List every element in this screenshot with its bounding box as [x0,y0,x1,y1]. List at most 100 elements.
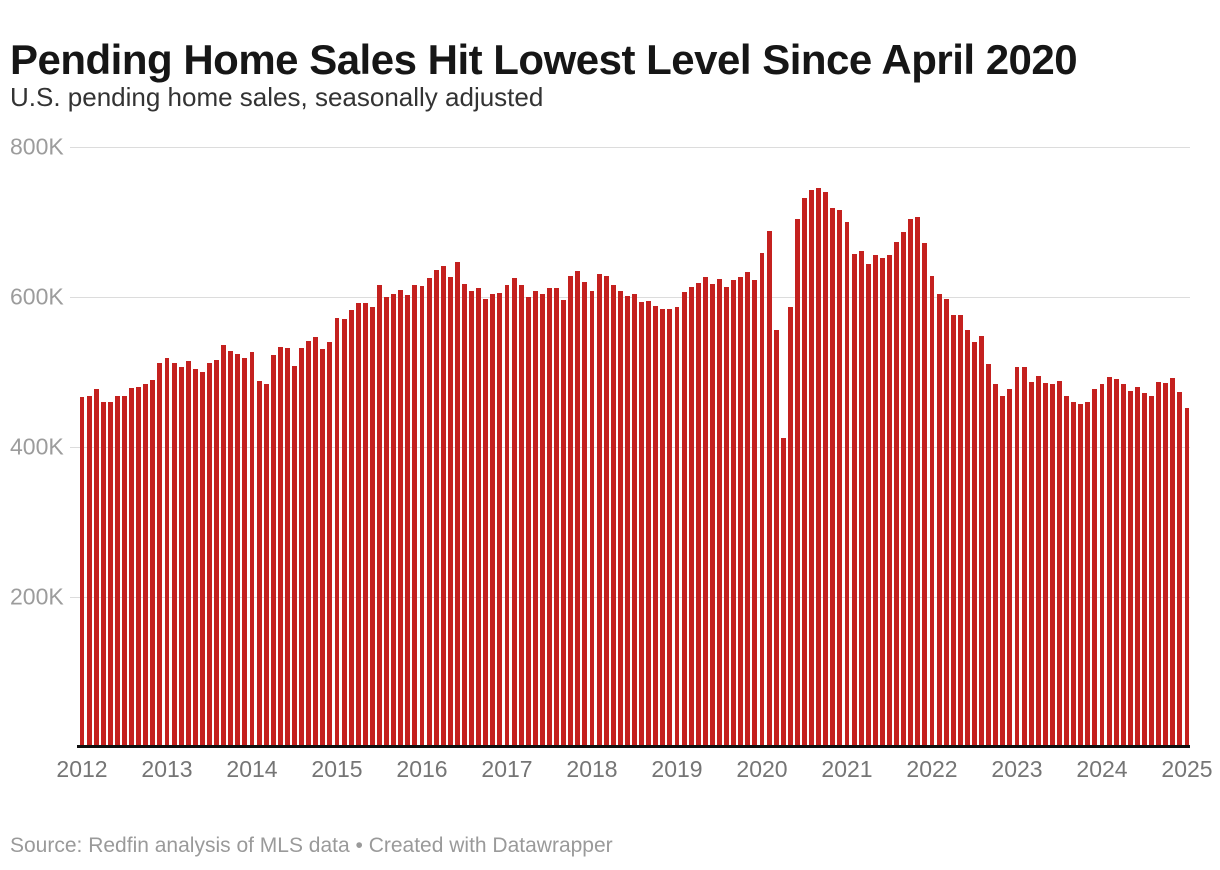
bar-2022-10[interactable] [993,383,999,747]
bar-2016-03[interactable] [433,269,439,747]
bar-2024-12[interactable] [1177,391,1183,747]
bar-2022-12[interactable] [1007,388,1013,747]
bar-2016-06[interactable] [454,262,460,747]
bar-2015-05[interactable] [362,302,368,747]
bar-2012-09[interactable] [136,386,142,747]
bar-2024-02[interactable] [1106,376,1112,747]
bar-2019-05[interactable] [702,277,708,747]
bar-2018-07[interactable] [632,293,637,747]
bar-2021-12[interactable] [922,242,928,747]
bar-2021-11[interactable] [915,217,921,747]
bar-2023-02[interactable] [1021,367,1027,747]
bar-2024-06[interactable] [1134,387,1140,747]
bar-2020-05[interactable] [787,307,793,747]
bar-2024-07[interactable] [1142,393,1147,747]
bar-2022-04[interactable] [950,314,956,747]
bar-2019-06[interactable] [709,283,715,747]
bar-2017-11[interactable] [575,271,581,747]
bar-2023-05[interactable] [1042,382,1048,747]
bar-2015-07[interactable] [377,285,382,747]
bar-2013-12[interactable] [242,358,248,747]
bar-2023-09[interactable] [1071,402,1077,747]
bar-2014-03[interactable] [263,383,269,747]
bar-2017-10[interactable] [568,275,574,747]
bar-2014-02[interactable] [256,381,262,747]
bar-2021-07[interactable] [887,254,892,747]
bar-2014-01[interactable] [249,352,255,747]
bar-2013-01[interactable] [164,358,170,747]
bar-2022-01[interactable] [929,275,935,747]
bar-2013-06[interactable] [199,372,205,747]
bar-2019-01[interactable] [674,307,680,747]
bar-2012-08[interactable] [129,388,135,747]
bar-2020-04[interactable] [780,437,786,747]
bar-2022-02[interactable] [936,293,942,747]
bar-2015-03[interactable] [348,310,354,747]
bar-2023-07[interactable] [1057,380,1062,747]
bar-2018-05[interactable] [617,291,623,747]
bar-2021-09[interactable] [901,232,907,747]
bar-2019-12[interactable] [752,280,758,747]
bar-2017-03[interactable] [518,284,524,747]
bar-2014-12[interactable] [327,342,333,747]
bar-2015-04[interactable] [355,302,361,747]
bar-2015-11[interactable] [405,295,411,747]
bar-2020-03[interactable] [773,330,779,747]
bar-2020-10[interactable] [823,191,829,747]
bar-2023-10[interactable] [1078,403,1084,747]
bar-2025-01[interactable] [1184,407,1190,747]
bar-2021-02[interactable] [851,253,857,747]
bar-2012-10[interactable] [143,383,149,747]
bar-2013-07[interactable] [207,362,212,747]
bar-2020-12[interactable] [837,209,843,747]
bar-2017-06[interactable] [539,294,545,747]
bar-2014-08[interactable] [299,348,305,747]
bar-2018-12[interactable] [667,308,673,747]
bar-2024-10[interactable] [1163,382,1169,747]
bar-2019-08[interactable] [724,286,730,747]
bar-2022-03[interactable] [943,298,949,747]
bar-2018-04[interactable] [610,284,616,747]
bar-2016-09[interactable] [476,287,482,747]
bar-2017-08[interactable] [554,288,560,747]
bar-2015-01[interactable] [334,318,340,747]
bar-2021-03[interactable] [858,250,864,747]
bar-2015-08[interactable] [384,296,390,747]
bar-2019-03[interactable] [688,286,694,747]
bar-2024-05[interactable] [1127,391,1133,747]
bar-2017-07[interactable] [547,288,552,747]
bar-2019-02[interactable] [681,292,687,747]
bar-2017-05[interactable] [532,291,538,747]
bar-2024-08[interactable] [1149,396,1155,747]
bar-2022-07[interactable] [972,341,977,747]
bar-2023-08[interactable] [1064,396,1070,747]
bar-2019-04[interactable] [695,283,701,747]
bar-2013-05[interactable] [192,368,198,747]
bar-2018-06[interactable] [624,295,630,747]
bar-2018-01[interactable] [589,290,595,747]
bar-2022-09[interactable] [986,364,992,747]
bar-2012-01[interactable] [79,397,85,747]
bar-2012-07[interactable] [122,395,127,747]
bar-2021-10[interactable] [908,218,914,747]
bar-2017-02[interactable] [511,277,517,747]
bar-2012-06[interactable] [114,396,120,747]
bar-2016-04[interactable] [440,265,446,747]
bar-2022-11[interactable] [1000,395,1006,747]
bar-2021-04[interactable] [865,263,871,747]
bar-2014-09[interactable] [306,340,312,747]
bar-2013-03[interactable] [178,367,184,747]
bar-2013-10[interactable] [228,351,234,747]
bar-2012-05[interactable] [107,401,113,747]
bar-2017-04[interactable] [525,296,531,747]
bar-2024-01[interactable] [1099,383,1105,747]
bar-2020-07[interactable] [802,197,807,747]
bar-2023-12[interactable] [1092,388,1098,747]
bar-2017-01[interactable] [504,284,510,747]
bar-2023-06[interactable] [1049,384,1055,747]
bar-2016-10[interactable] [483,298,489,747]
bar-2023-04[interactable] [1035,376,1041,747]
bar-2014-07[interactable] [292,366,297,747]
bar-2015-02[interactable] [341,319,347,747]
bar-2018-09[interactable] [646,301,652,747]
